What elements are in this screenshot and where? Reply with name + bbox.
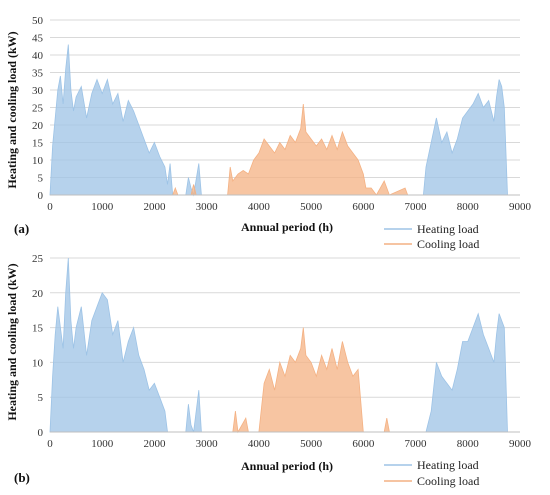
x-tick-label: 2000 <box>143 201 166 213</box>
y-axis-title: Heating and cooling load (kW) <box>5 263 19 420</box>
cooling-load-series <box>172 103 409 196</box>
legend-label-cooling: Cooling load <box>417 474 479 488</box>
legend-label-heating: Heating load <box>417 458 479 472</box>
y-tick-label: 15 <box>32 138 44 150</box>
y-tick-label: 5 <box>38 173 44 185</box>
x-axis-title: Annual period (h) <box>241 220 333 234</box>
x-tick-label: 2000 <box>143 438 166 450</box>
x-tick-label: 6000 <box>352 438 375 450</box>
y-tick-label: 20 <box>32 120 44 132</box>
panel-label: (a) <box>14 221 29 236</box>
y-tick-label: 15 <box>32 323 44 335</box>
x-tick-label: 5000 <box>300 201 323 213</box>
x-tick-label: 8000 <box>457 438 480 450</box>
y-tick-label: 10 <box>32 357 44 369</box>
x-tick-label: 8000 <box>457 201 480 213</box>
y-tick-label: 0 <box>38 427 44 439</box>
y-tick-label: 50 <box>32 15 44 27</box>
y-tick-label: 0 <box>38 190 44 202</box>
x-tick-label: 6000 <box>352 201 375 213</box>
chart-panel-a: Heating and cooling load (kW) Annual per… <box>5 15 532 251</box>
y-tick-label: 25 <box>32 103 44 115</box>
y-tick-label: 45 <box>32 33 44 45</box>
y-tick-label: 10 <box>32 155 44 167</box>
y-axis-title: Heating and cooling load (kW) <box>5 31 19 188</box>
legend: Heating load Cooling load <box>384 458 479 488</box>
x-tick-label: 9000 <box>509 438 532 450</box>
x-tick-label: 4000 <box>248 201 271 213</box>
x-axis-title: Annual period (h) <box>241 459 333 473</box>
heating-load-series <box>49 257 508 433</box>
x-tick-label: 5000 <box>300 438 323 450</box>
y-tick-label: 25 <box>32 253 44 265</box>
panel-label: (b) <box>14 470 30 485</box>
x-tick-label: 7000 <box>405 438 428 450</box>
y-tick-label: 20 <box>32 288 44 300</box>
chart-panel-b: Heating and cooling load (kW) Annual per… <box>5 253 532 488</box>
cooling-load-series <box>232 327 390 434</box>
y-tick-label: 30 <box>32 85 44 97</box>
x-tick-label: 3000 <box>196 438 219 450</box>
heating-load-series <box>49 44 508 197</box>
legend-label-heating: Heating load <box>417 222 479 236</box>
legend: Heating load Cooling load <box>384 222 479 251</box>
x-tick-label: 0 <box>47 201 53 213</box>
y-tick-label: 35 <box>32 68 44 80</box>
x-tick-label: 3000 <box>196 201 219 213</box>
y-tick-label: 40 <box>32 50 44 62</box>
y-tick-label: 5 <box>38 392 44 404</box>
x-tick-label: 1000 <box>91 438 114 450</box>
x-tick-label: 7000 <box>405 201 428 213</box>
x-tick-label: 4000 <box>248 438 271 450</box>
x-tick-label: 1000 <box>91 201 114 213</box>
x-tick-label: 0 <box>47 438 53 450</box>
x-tick-label: 9000 <box>509 201 532 213</box>
legend-label-cooling: Cooling load <box>417 237 479 251</box>
